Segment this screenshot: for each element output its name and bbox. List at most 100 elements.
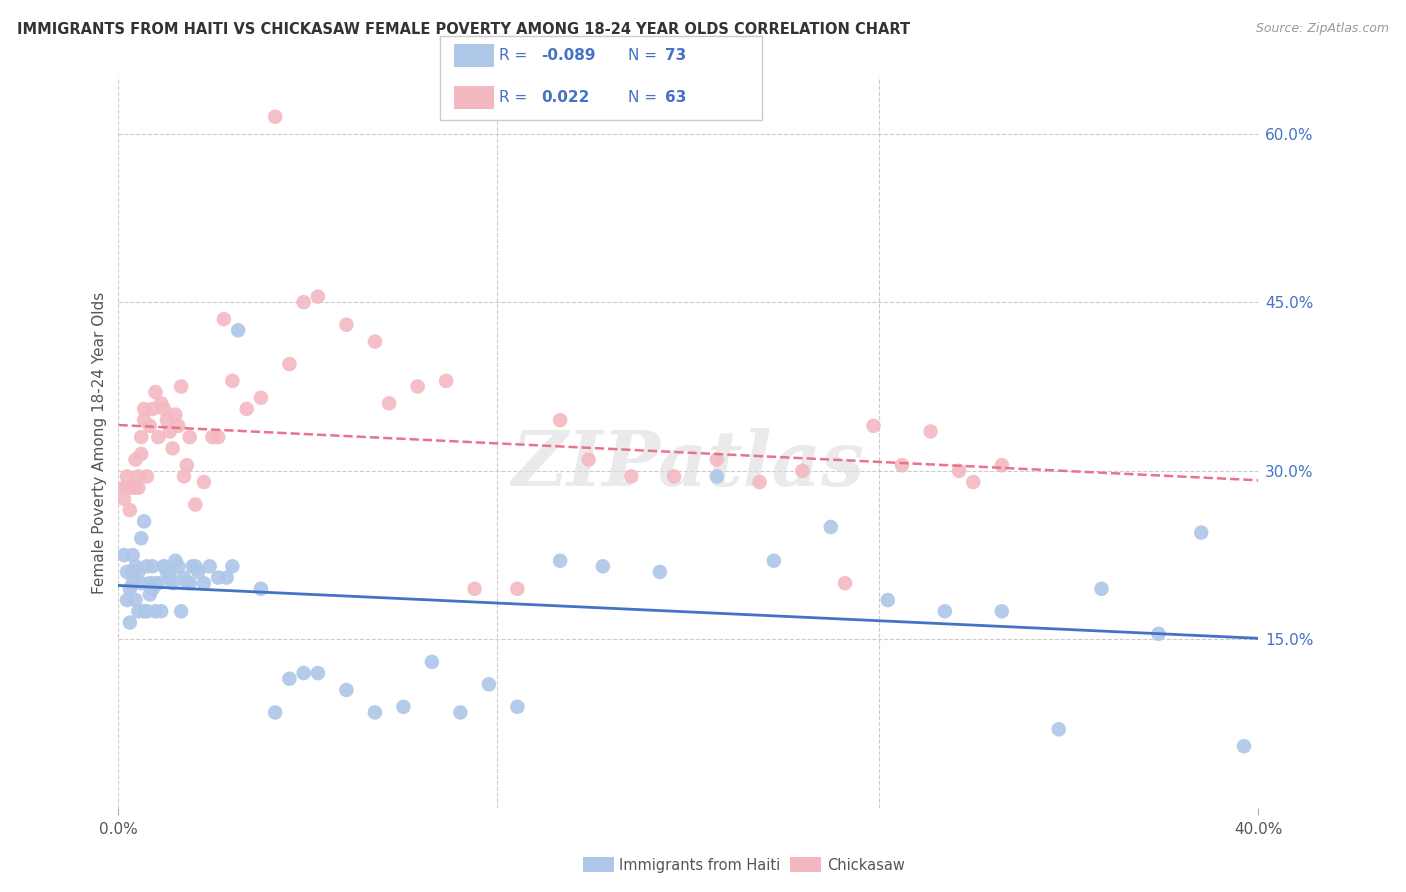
Point bbox=[193, 576, 215, 591]
Point bbox=[862, 418, 884, 433]
Point bbox=[307, 666, 329, 681]
Point bbox=[181, 559, 204, 574]
Point bbox=[392, 699, 415, 714]
Point bbox=[406, 379, 429, 393]
Point bbox=[162, 576, 184, 591]
Point bbox=[212, 312, 235, 326]
Point bbox=[124, 559, 146, 574]
Point bbox=[167, 559, 190, 574]
Text: ZIPatlas: ZIPatlas bbox=[512, 427, 865, 501]
Point bbox=[193, 475, 215, 489]
Point bbox=[934, 604, 956, 618]
Text: N =: N = bbox=[628, 48, 662, 62]
Point bbox=[127, 469, 149, 483]
Point bbox=[162, 442, 184, 456]
Point bbox=[115, 481, 138, 495]
Point bbox=[132, 402, 155, 417]
Point bbox=[478, 677, 501, 691]
Point bbox=[127, 604, 149, 618]
Point bbox=[201, 430, 224, 444]
Point bbox=[364, 334, 387, 349]
Point bbox=[129, 447, 152, 461]
Text: IMMIGRANTS FROM HAITI VS CHICKASAW FEMALE POVERTY AMONG 18-24 YEAR OLDS CORRELAT: IMMIGRANTS FROM HAITI VS CHICKASAW FEMAL… bbox=[17, 22, 910, 37]
Point bbox=[156, 565, 179, 579]
Point bbox=[176, 576, 198, 591]
Point bbox=[464, 582, 486, 596]
Point bbox=[142, 559, 165, 574]
Point bbox=[592, 559, 614, 574]
Point bbox=[920, 425, 942, 439]
Point bbox=[132, 413, 155, 427]
Point bbox=[129, 576, 152, 591]
Text: R =: R = bbox=[499, 48, 533, 62]
Point bbox=[142, 582, 165, 596]
Point bbox=[1047, 723, 1070, 737]
Point bbox=[215, 571, 238, 585]
Point bbox=[121, 548, 143, 562]
Point bbox=[264, 706, 287, 720]
Point bbox=[648, 565, 671, 579]
Point bbox=[148, 576, 170, 591]
Point bbox=[179, 576, 201, 591]
Point bbox=[1189, 525, 1212, 540]
Point bbox=[139, 418, 162, 433]
Point bbox=[127, 481, 149, 495]
Point bbox=[118, 503, 141, 517]
Point bbox=[153, 402, 176, 417]
Point bbox=[378, 396, 401, 410]
Point bbox=[449, 706, 471, 720]
Point bbox=[129, 531, 152, 545]
Point bbox=[153, 559, 176, 574]
Point bbox=[139, 576, 162, 591]
Point bbox=[121, 565, 143, 579]
Point bbox=[221, 559, 243, 574]
Point bbox=[184, 559, 207, 574]
Text: N =: N = bbox=[628, 90, 662, 104]
Point bbox=[173, 469, 195, 483]
Point bbox=[148, 430, 170, 444]
Point bbox=[112, 481, 135, 495]
Point bbox=[142, 402, 165, 417]
Point bbox=[578, 452, 600, 467]
Text: 63: 63 bbox=[665, 90, 686, 104]
Point bbox=[124, 481, 146, 495]
Point bbox=[1090, 582, 1112, 596]
Point bbox=[876, 593, 898, 607]
Point bbox=[1233, 739, 1256, 753]
Point bbox=[278, 357, 301, 371]
Point bbox=[187, 565, 209, 579]
Point bbox=[891, 458, 914, 473]
Text: Source: ZipAtlas.com: Source: ZipAtlas.com bbox=[1256, 22, 1389, 36]
Point bbox=[420, 655, 443, 669]
Point bbox=[124, 452, 146, 467]
Point bbox=[264, 110, 287, 124]
Point bbox=[115, 593, 138, 607]
Point bbox=[292, 295, 315, 310]
Point bbox=[136, 604, 159, 618]
Point bbox=[165, 554, 187, 568]
Point bbox=[792, 464, 814, 478]
Point bbox=[139, 587, 162, 601]
Point bbox=[207, 430, 229, 444]
Point bbox=[335, 683, 357, 698]
Point bbox=[948, 464, 970, 478]
Point bbox=[335, 318, 357, 332]
Y-axis label: Female Poverty Among 18-24 Year Olds: Female Poverty Among 18-24 Year Olds bbox=[93, 292, 107, 594]
Point bbox=[150, 604, 173, 618]
Point bbox=[250, 582, 273, 596]
Point bbox=[159, 571, 181, 585]
Text: R =: R = bbox=[499, 90, 537, 104]
Point bbox=[112, 548, 135, 562]
Point bbox=[990, 604, 1012, 618]
Point bbox=[118, 615, 141, 630]
Point bbox=[207, 571, 229, 585]
Point bbox=[990, 458, 1012, 473]
Point bbox=[235, 402, 257, 417]
Point bbox=[121, 481, 143, 495]
Point bbox=[150, 396, 173, 410]
Point bbox=[820, 520, 842, 534]
Point bbox=[226, 323, 249, 337]
Point bbox=[153, 559, 176, 574]
Point bbox=[548, 413, 571, 427]
Point bbox=[364, 706, 387, 720]
